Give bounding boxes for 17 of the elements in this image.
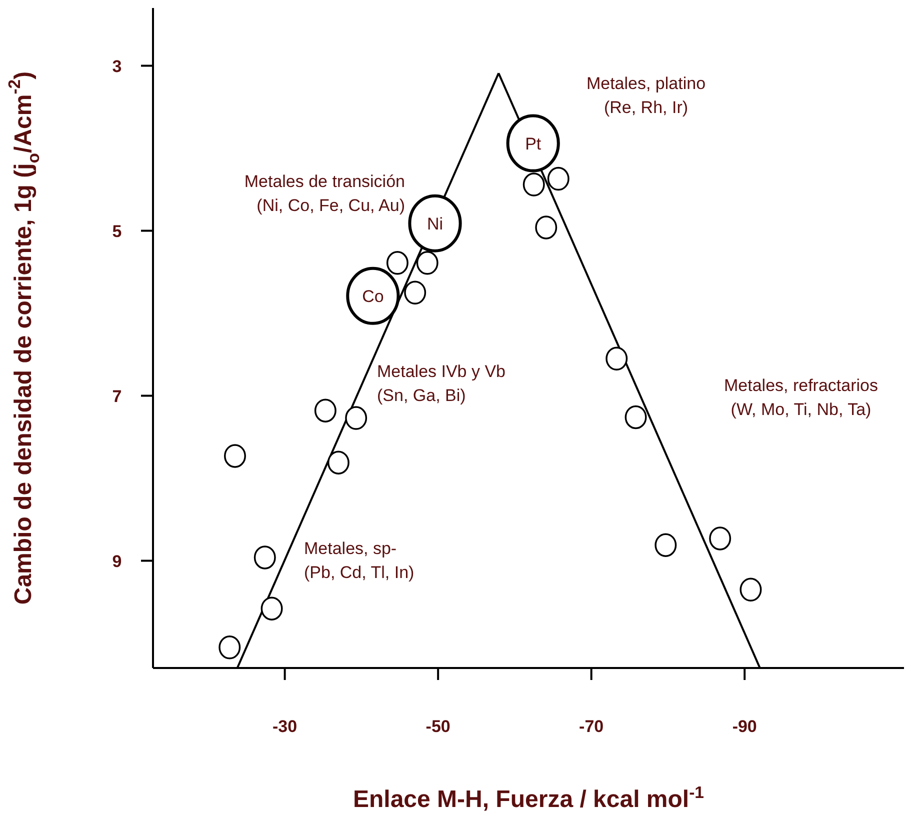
annotation: Ni	[426, 214, 444, 234]
x-axis-title: Enlace M-H, Fuerza / kcal mol$^{-1}$	[352, 782, 704, 813]
x-tick-label: -30	[272, 717, 298, 736]
x-tick-label: -90	[732, 717, 757, 736]
annotation: Pt	[525, 134, 542, 154]
annotation: Co	[362, 286, 384, 306]
x-tick-label: -50	[426, 717, 450, 736]
annotation: Metales de transición (Ni, Co, Fe, Cu, Au)	[244, 172, 405, 215]
x-tick-label: -70	[579, 717, 604, 736]
annotation: Metales IVb y Vb (Sn, Ga, Bi)	[377, 362, 506, 405]
y-tick-label: 7	[112, 386, 122, 406]
y-tick-label: 9	[112, 552, 122, 571]
y-tick-label: 3	[112, 56, 122, 76]
y-tick-label: 5	[112, 222, 122, 241]
annotation: Metales, platino (Re, Rh, Ir)	[586, 74, 706, 117]
annotation: Metales, sp- (Pb, Cd, Tl, In)	[304, 539, 414, 582]
annotation: Metales, refractarios (W, Mo, Ti, Nb, Ta)	[724, 376, 878, 419]
